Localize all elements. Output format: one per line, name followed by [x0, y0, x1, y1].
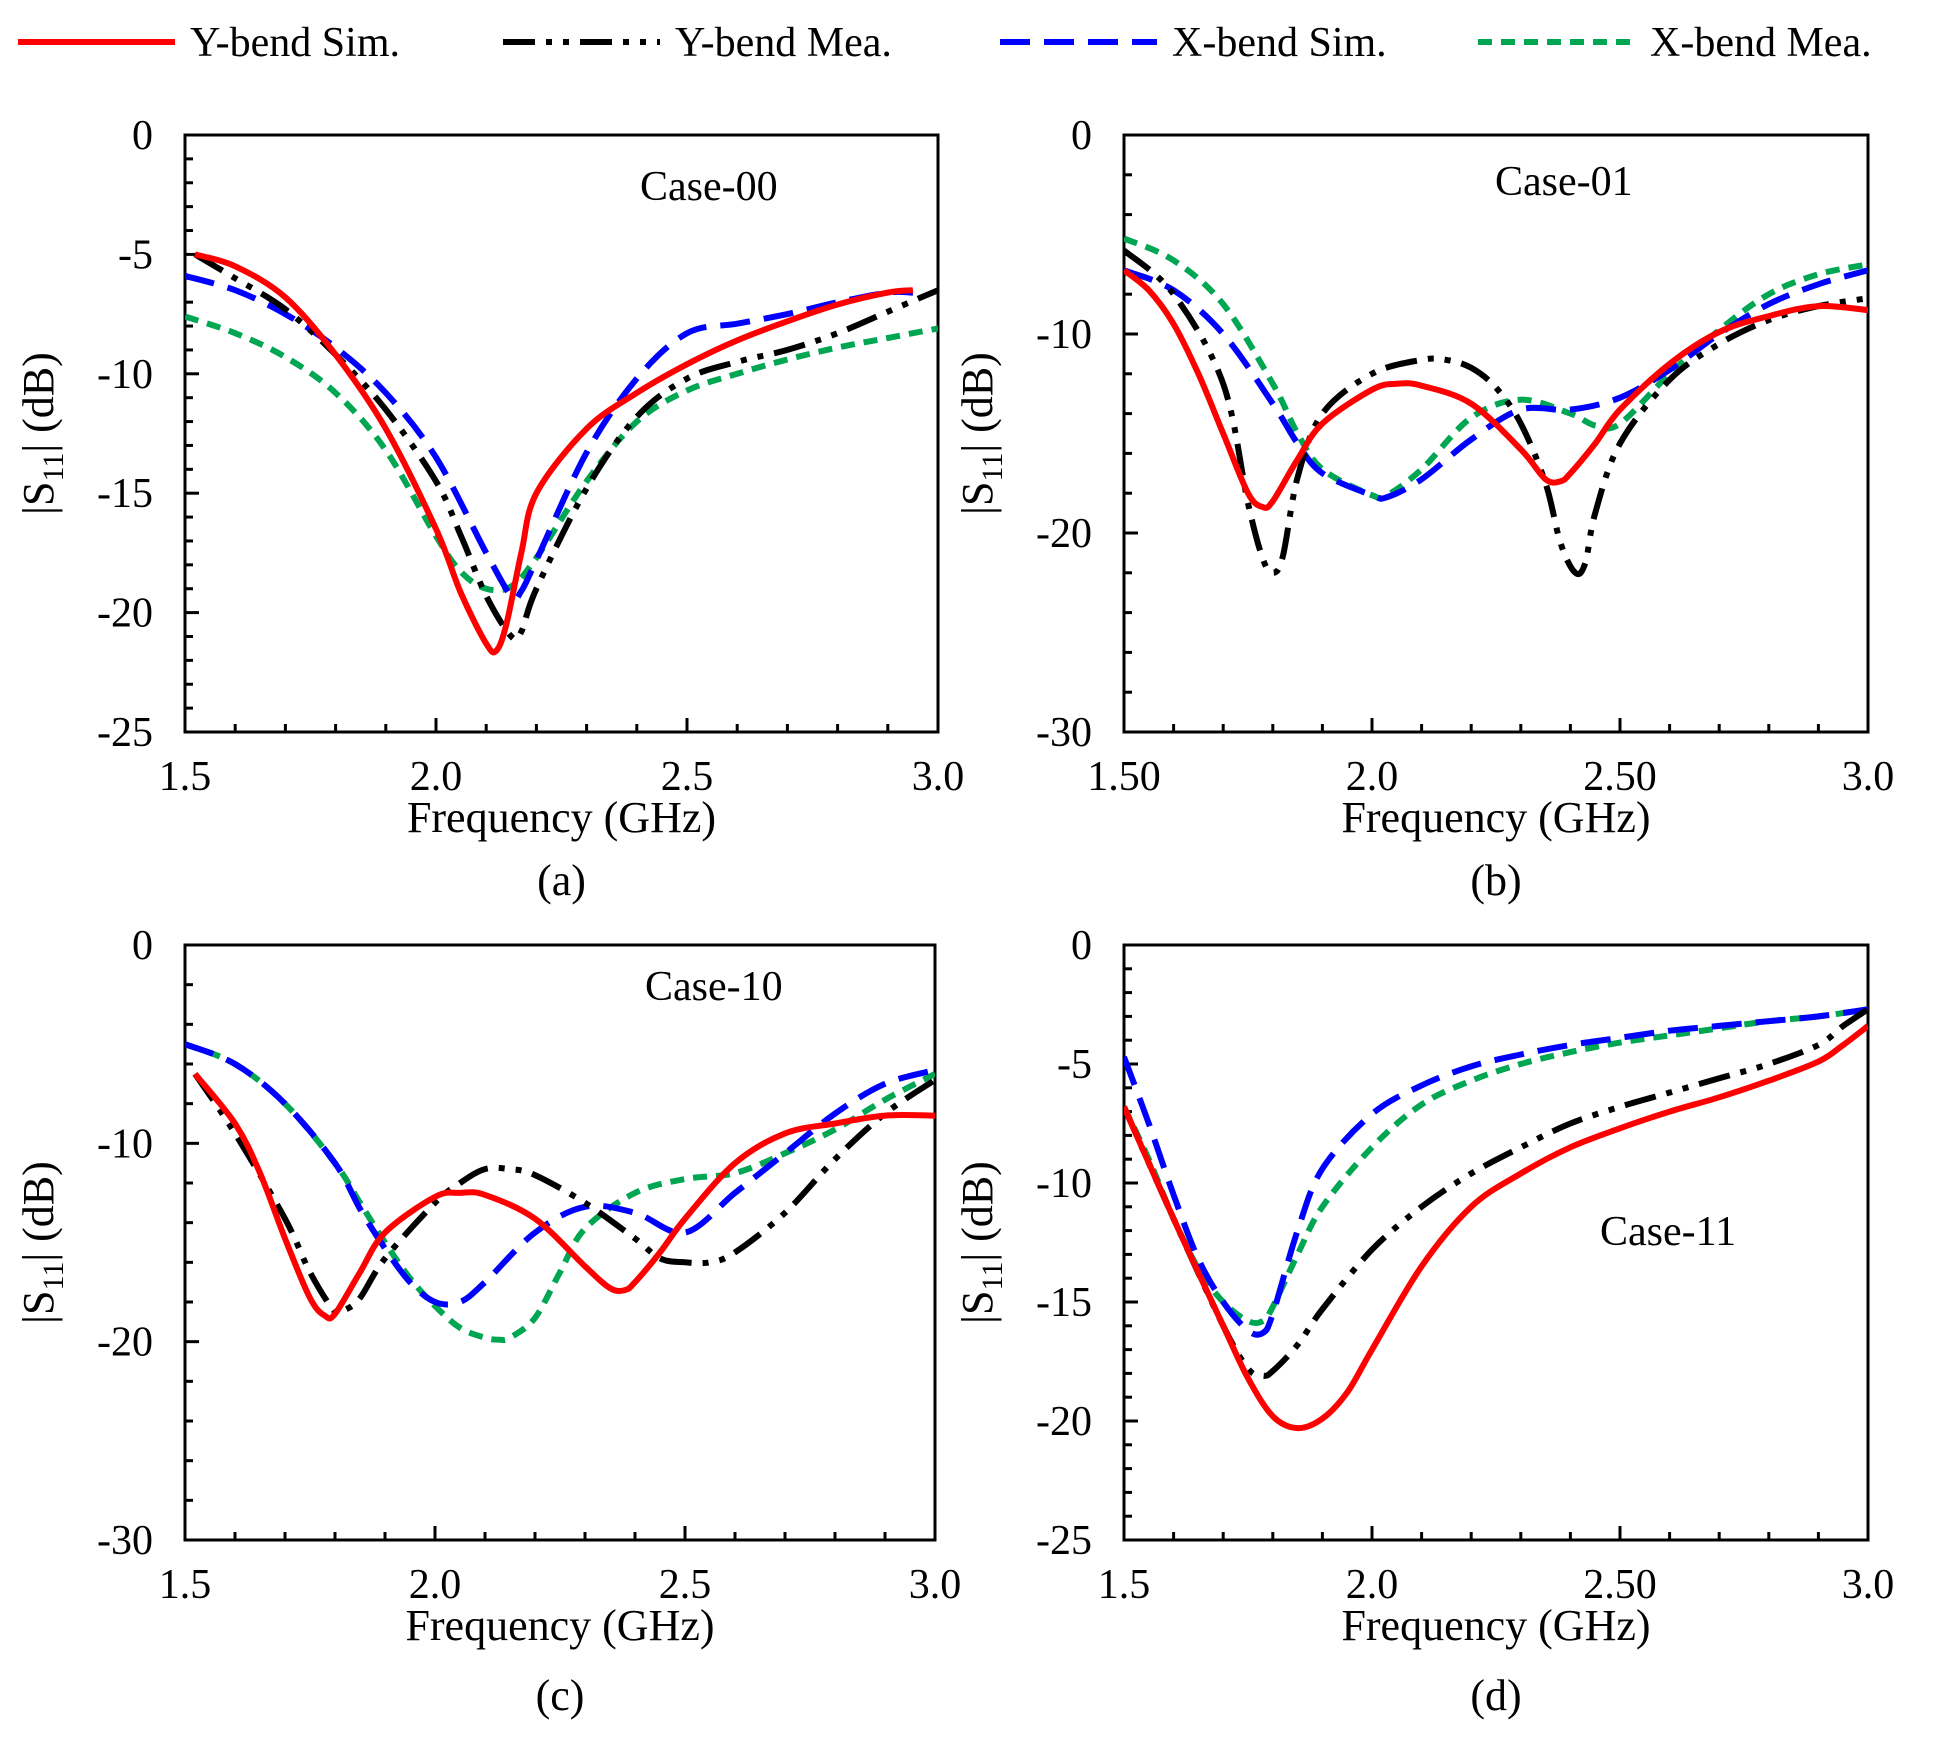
case-annotation: Case-10: [645, 964, 783, 1010]
x-axis-label: Frequency (GHz): [407, 793, 716, 842]
x-tick-label: 2.5: [659, 1562, 712, 1608]
y-tick-label: -20: [1036, 1399, 1092, 1445]
plot-frame: [183, 943, 937, 1542]
x-tick-label: 1.5: [159, 1562, 212, 1608]
y-tick-label: -10: [1036, 1161, 1092, 1207]
case-annotation: Case-01: [1495, 159, 1633, 205]
x-axis-label: Frequency (GHz): [405, 1601, 714, 1650]
y-tick-label: -10: [97, 1121, 153, 1167]
panel-label: (d): [1470, 1671, 1521, 1720]
x-axis-label: Frequency (GHz): [1341, 793, 1650, 842]
series-line-x-bend-mea: [185, 313, 938, 594]
x-tick-label: 2.0: [1346, 754, 1399, 800]
legend-entry-x-bend-mea: X-bend Mea.: [1478, 20, 1872, 66]
case-annotation: Case-11: [1600, 1209, 1736, 1255]
legend-label-x-bend-sim: X-bend Sim.: [1172, 20, 1387, 66]
plot-frame: [1122, 943, 1870, 1542]
series-line-y-bend-sim: [1124, 267, 1868, 511]
y-tick-label: -15: [97, 471, 153, 517]
y-tick-label: -5: [118, 232, 153, 278]
x-tick-label: 2.0: [410, 754, 463, 800]
legend-label-y-bend-mea: Y-bend Mea.: [675, 20, 892, 66]
x-tick-label: 2.0: [409, 1562, 462, 1608]
y-axis-label: |S11| (dB): [14, 352, 70, 515]
y-tick-label: -30: [1036, 710, 1092, 756]
y-tick-label: -25: [97, 710, 153, 756]
y-tick-label: 0: [132, 113, 153, 159]
legend: Y-bend Sim. Y-bend Mea. X-bend Sim. X-be…: [18, 20, 1872, 66]
series-line-x-bend-sim: [185, 273, 913, 602]
y-tick-label: 0: [132, 923, 153, 969]
series-line-x-bend-sim: [185, 1041, 935, 1308]
y-tick-label: -30: [97, 1518, 153, 1564]
chart-panel-c: 1.5 2.0 2.5 3.0 0 -10 -20 -30 Frequency (GHz) |S1…: [14, 923, 961, 1720]
panel-label: (c): [536, 1671, 585, 1720]
legend-entry-y-bend-sim: Y-bend Sim.: [18, 20, 400, 66]
plot-frame: [1122, 133, 1870, 734]
x-tick-label: 2.50: [1583, 754, 1657, 800]
series-line-x-bend-mea: [1124, 1006, 1868, 1327]
case-annotation: Case-00: [640, 164, 778, 210]
y-tick-label: -20: [1036, 511, 1092, 557]
chart-panel-b: 1.50 2.0 2.50 3.0 0 -10 -20 -30 Frequency (GHz) |…: [953, 113, 1894, 905]
series-line-y-bend-mea: [1124, 248, 1868, 577]
x-axis-label: Frequency (GHz): [1341, 1601, 1650, 1650]
y-axis-label: |S11| (dB): [953, 1161, 1009, 1324]
x-tick-label: 2.0: [1346, 1562, 1399, 1608]
panel-label: (b): [1470, 856, 1521, 905]
legend-entry-y-bend-mea: Y-bend Mea.: [503, 20, 892, 66]
plot-frame: [183, 133, 940, 734]
y-tick-label: -25: [1036, 1518, 1092, 1564]
y-tick-label: -10: [97, 352, 153, 398]
series-line-x-bend-sim: [1124, 1006, 1868, 1338]
y-tick-label: -15: [1036, 1280, 1092, 1326]
y-tick-label: -20: [97, 591, 153, 637]
legend-entry-x-bend-sim: X-bend Sim.: [1000, 20, 1387, 66]
y-tick-label: 0: [1071, 923, 1092, 969]
y-tick-label: -20: [97, 1320, 153, 1366]
x-tick-label: 3.0: [1842, 1562, 1895, 1608]
y-axis-label: |S11| (dB): [14, 1161, 70, 1324]
chart-panel-a: 1.5 2.0 2.5 3.0 0 -5 -10 -15 -20 -25 Frequency (GH…: [14, 113, 964, 905]
y-tick-label: -5: [1057, 1042, 1092, 1088]
series-line-y-bend-sim: [194, 251, 914, 656]
y-axis-label: |S11| (dB): [953, 352, 1009, 515]
y-tick-label: 0: [1071, 113, 1092, 159]
panel-label: (a): [537, 856, 586, 905]
x-tick-label: 2.5: [661, 754, 714, 800]
x-tick-label: 2.50: [1583, 1562, 1657, 1608]
x-tick-label: 3.0: [909, 1562, 962, 1608]
x-tick-label: 1.5: [1098, 1562, 1151, 1608]
legend-label-x-bend-mea: X-bend Mea.: [1650, 20, 1872, 66]
legend-label-y-bend-sim: Y-bend Sim.: [190, 20, 400, 66]
series-line-y-bend-mea: [192, 1072, 935, 1318]
x-tick-label: 3.0: [1842, 754, 1895, 800]
chart-panel-d: 1.5 2.0 2.50 3.0 0 -5 -10 -15 -20 -25 Frequency (G…: [953, 923, 1894, 1720]
series-line-y-bend-sim: [192, 1072, 935, 1322]
series-line-y-bend-sim: [1124, 1023, 1868, 1432]
y-tick-label: -10: [1036, 312, 1092, 358]
series-line-x-bend-sim: [1124, 267, 1868, 502]
x-tick-label: 1.5: [159, 754, 212, 800]
series-line-x-bend-mea: [185, 1041, 935, 1344]
x-tick-label: 1.50: [1087, 754, 1161, 800]
x-tick-label: 3.0: [912, 754, 965, 800]
